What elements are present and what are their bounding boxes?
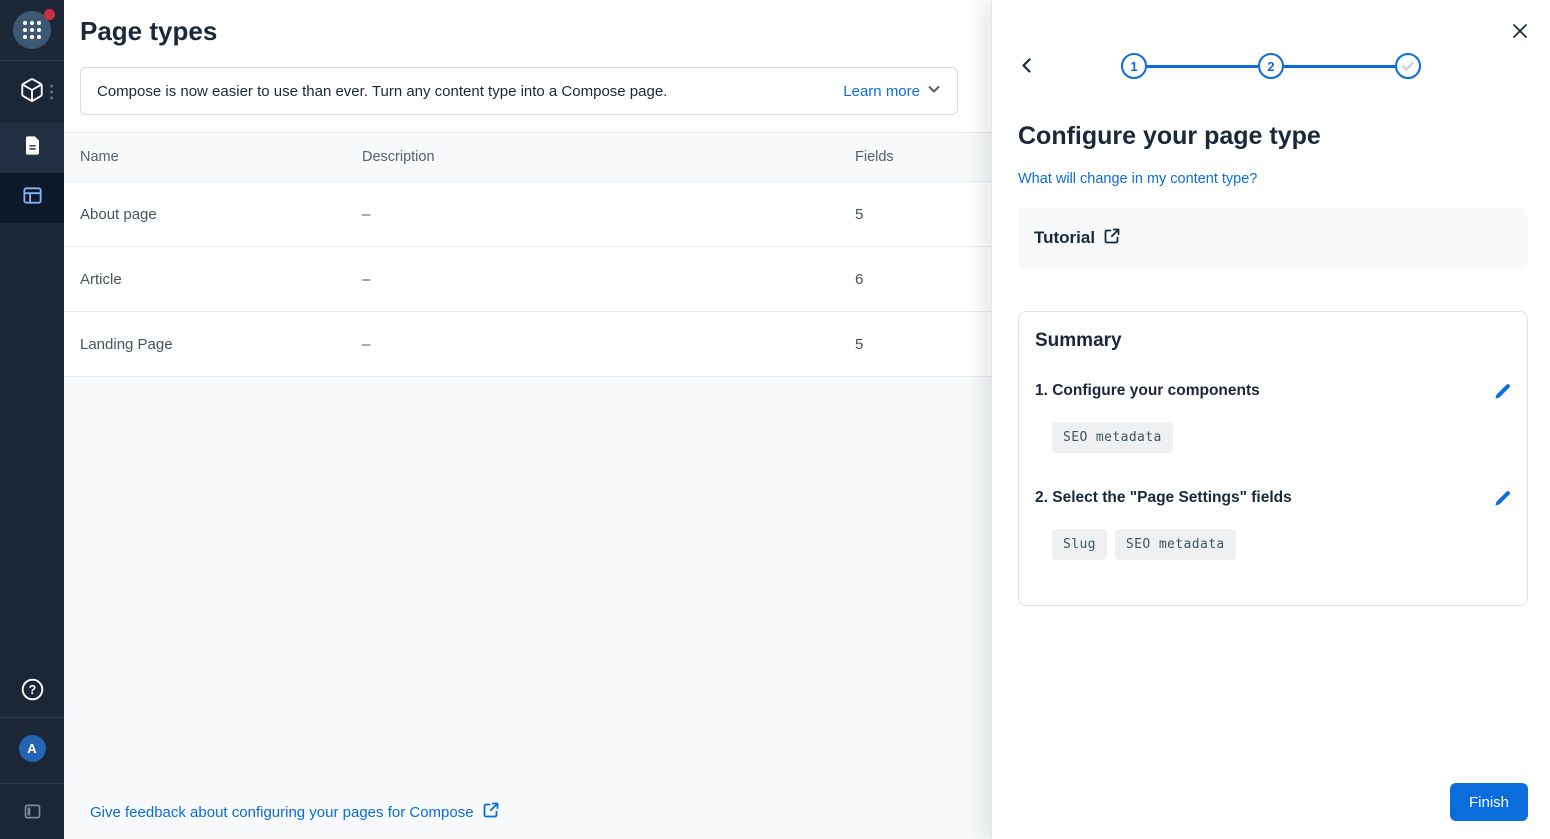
- edit-step-2-button[interactable]: [1494, 490, 1511, 507]
- learn-more-toggle[interactable]: Learn more: [843, 82, 941, 101]
- drawer-header: 1 2: [992, 53, 1550, 79]
- stepper: 1 2: [1121, 53, 1421, 79]
- tag: SEO metadata: [1114, 529, 1236, 560]
- summary-item-2-label: 2. Select the "Page Settings" fields: [1035, 489, 1292, 506]
- grid-dots-icon: [23, 21, 41, 39]
- tag: Slug: [1052, 529, 1107, 560]
- sidebar-divider: [0, 717, 64, 718]
- kebab-menu-icon[interactable]: [50, 84, 53, 100]
- summary-item-1-label: 1. Configure your components: [1035, 382, 1260, 399]
- table-row[interactable]: About page – 5: [64, 182, 991, 247]
- banner-message: Compose is now easier to use than ever. …: [97, 82, 668, 100]
- document-icon: [21, 134, 44, 162]
- column-header-description: Description: [362, 149, 435, 165]
- summary-heading: Summary: [1035, 330, 1122, 351]
- feedback-link-label: Give feedback about configuring your pag…: [90, 803, 474, 821]
- summary-item-1-tags: SEO metadata: [1052, 422, 1511, 453]
- column-header-name: Name: [80, 149, 119, 165]
- page-title: Page types: [80, 16, 218, 46]
- step-2-circle[interactable]: 2: [1258, 53, 1284, 79]
- sidebar: ? A: [0, 0, 64, 839]
- cell-name: Landing Page: [80, 335, 173, 353]
- step-connector: [1147, 64, 1258, 68]
- external-link-icon: [483, 802, 499, 822]
- page-types-table: Name Description Fields About page – 5 A…: [64, 132, 991, 377]
- question-mark-icon: ?: [20, 677, 45, 707]
- avatar: A: [18, 734, 46, 762]
- app-launcher-button[interactable]: [0, 0, 64, 61]
- tag: SEO metadata: [1052, 422, 1173, 453]
- collapse-sidebar-button[interactable]: [0, 789, 64, 839]
- cell-fields: 5: [855, 205, 864, 223]
- chevron-down-icon: [927, 82, 941, 101]
- cell-description: –: [362, 335, 371, 353]
- cell-description: –: [362, 205, 371, 223]
- user-avatar-button[interactable]: A: [0, 723, 64, 773]
- table-header: Name Description Fields: [64, 132, 991, 182]
- package-icon: [19, 77, 45, 108]
- external-link-icon: [1104, 228, 1120, 249]
- cell-fields: 5: [855, 335, 864, 353]
- cell-description: –: [362, 270, 371, 288]
- pencil-icon: [1495, 490, 1510, 506]
- cell-name: Article: [80, 270, 122, 288]
- close-button[interactable]: [1509, 20, 1531, 42]
- sidebar-collapse-icon: [22, 801, 43, 827]
- sidebar-item-space[interactable]: [0, 61, 64, 123]
- step-1-circle[interactable]: 1: [1121, 53, 1147, 79]
- svg-text:?: ?: [28, 683, 36, 697]
- notification-dot: [44, 9, 55, 20]
- cell-name: About page: [80, 205, 157, 223]
- table-row[interactable]: Landing Page – 5: [64, 312, 991, 377]
- step-finish-circle[interactable]: [1395, 53, 1421, 79]
- main-content: Page types Compose is now easier to use …: [64, 0, 991, 839]
- pencil-icon: [1495, 383, 1510, 399]
- edit-step-1-button[interactable]: [1494, 383, 1511, 400]
- learn-more-link[interactable]: Learn more: [843, 82, 920, 100]
- summary-item-2-tags: Slug SEO metadata: [1052, 529, 1511, 560]
- cell-fields: 6: [855, 270, 864, 288]
- feedback-link[interactable]: Give feedback about configuring your pag…: [90, 802, 499, 822]
- check-icon: [1402, 61, 1414, 71]
- summary-card: Summary 1. Configure your components SEO…: [1018, 311, 1528, 606]
- sidebar-divider: [0, 783, 64, 784]
- drawer-title: Configure your page type: [1018, 122, 1321, 150]
- configure-page-type-drawer: 1 2 Configure your page type What will c…: [991, 0, 1550, 839]
- back-button[interactable]: [1019, 57, 1034, 74]
- table-row[interactable]: Article – 6: [64, 247, 991, 312]
- summary-item-1: 1. Configure your components: [1035, 382, 1511, 400]
- step-connector: [1284, 64, 1395, 68]
- sidebar-item-page-types-active[interactable]: [0, 173, 64, 223]
- app-launcher-circle: [13, 9, 55, 49]
- help-button[interactable]: ?: [0, 667, 64, 717]
- tutorial-label: Tutorial: [1034, 228, 1096, 247]
- sidebar-item-content[interactable]: [0, 123, 64, 173]
- column-header-fields: Fields: [855, 149, 894, 165]
- summary-item-2: 2. Select the "Page Settings" fields: [1035, 489, 1511, 507]
- what-will-change-link[interactable]: What will change in my content type?: [1018, 171, 1258, 187]
- compose-info-banner: Compose is now easier to use than ever. …: [80, 67, 958, 115]
- finish-button[interactable]: Finish: [1449, 783, 1528, 821]
- tutorial-link-box[interactable]: Tutorial: [1018, 208, 1528, 268]
- page-layout-icon: [21, 184, 44, 212]
